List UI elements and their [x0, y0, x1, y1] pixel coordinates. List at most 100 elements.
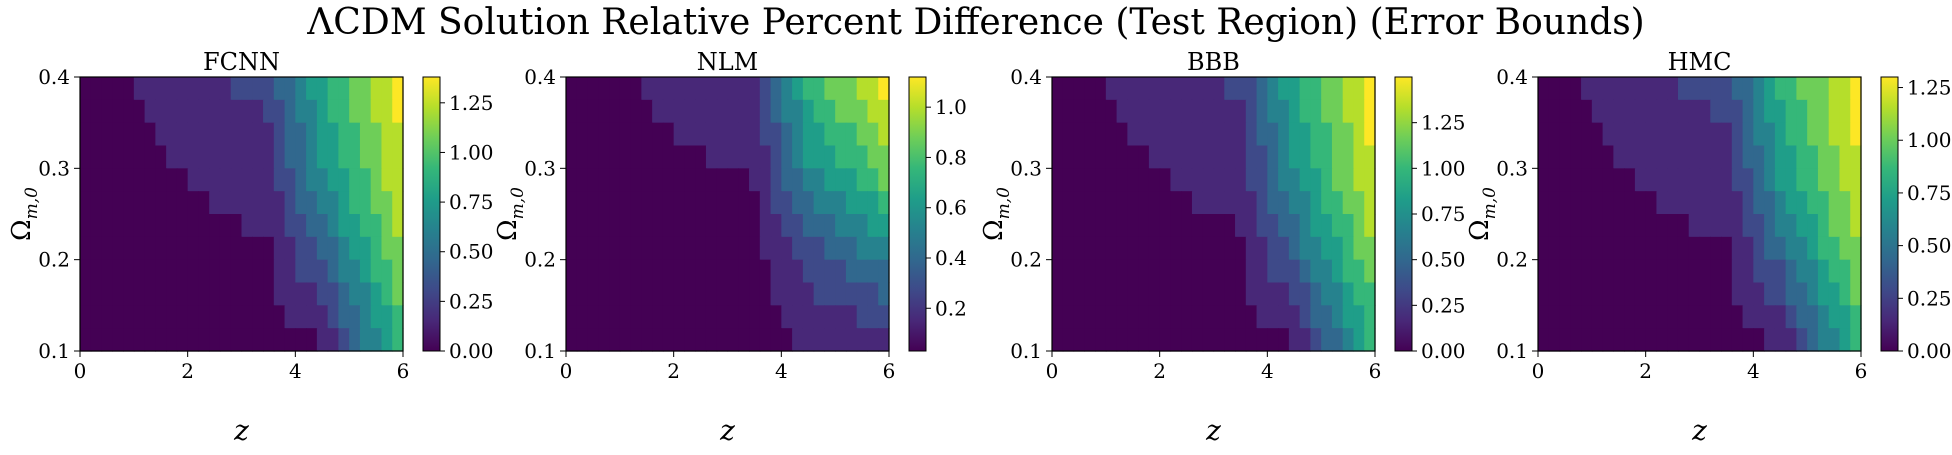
heatmap-cell	[316, 145, 329, 169]
heatmap-cell	[878, 328, 890, 352]
heatmap-cell	[252, 214, 264, 238]
heatmap-cell	[1138, 191, 1150, 215]
heatmap-cell	[1105, 282, 1118, 306]
heatmap-cell	[576, 122, 589, 147]
heatmap-cell	[1677, 305, 1690, 329]
heatmap-cell	[1839, 145, 1851, 169]
heatmap-cell	[1581, 191, 1593, 215]
heatmap-cell	[695, 145, 707, 169]
heatmap-cell	[1095, 145, 1107, 169]
heatmap-cell	[263, 214, 275, 238]
heatmap-cell	[241, 282, 253, 306]
heatmap-cell	[1785, 259, 1797, 284]
heatmap-cell	[1331, 236, 1344, 261]
heatmap-cell	[716, 99, 729, 124]
heatmap-cell	[273, 282, 286, 306]
heatmap-cell	[824, 328, 836, 352]
colorbar-tick-label: 1.0	[935, 95, 967, 119]
heatmap-cell	[738, 145, 750, 169]
heatmap-cell	[1148, 145, 1161, 169]
heatmap-cell	[1170, 122, 1182, 147]
heatmap-cell	[1591, 236, 1604, 261]
heatmap-cell	[349, 99, 361, 124]
heatmap-cell	[1353, 122, 1365, 147]
heatmap-cell	[1839, 282, 1851, 306]
heatmap-cell	[1624, 214, 1636, 238]
heatmap-cell	[845, 77, 858, 101]
heatmap-cell	[144, 77, 156, 101]
heatmap-cell	[878, 122, 890, 147]
heatmap-cell	[759, 145, 772, 169]
heatmap-cell	[662, 191, 675, 215]
heatmap-cell	[1753, 259, 1765, 284]
heatmap-cell	[1613, 236, 1625, 261]
heatmap-cell	[1721, 305, 1733, 329]
heatmap-cell	[1073, 282, 1085, 306]
heatmap-cell	[1191, 168, 1204, 192]
heatmap-cell	[1116, 168, 1128, 192]
heatmap-cell	[349, 214, 361, 238]
heatmap-cell	[1570, 168, 1582, 192]
heatmap-cell	[684, 77, 696, 101]
heatmap-cell	[1645, 328, 1658, 352]
heatmap-cell	[370, 99, 383, 124]
heatmap-cell	[295, 122, 307, 147]
heatmap-cell	[1688, 145, 1701, 169]
heatmap-cell	[1828, 282, 1841, 306]
heatmap-cell	[813, 99, 825, 124]
heatmap-cell	[1538, 168, 1550, 192]
heatmap-cell	[641, 145, 653, 169]
heatmap-cell	[749, 191, 761, 215]
heatmap-cell	[1278, 282, 1290, 306]
heatmap-cell	[1138, 77, 1150, 101]
heatmap-cell	[101, 236, 113, 261]
heatmap-cell	[1191, 236, 1204, 261]
heatmap-cell	[813, 77, 825, 101]
heatmap-cell	[609, 305, 621, 329]
heatmap-cell	[1731, 168, 1744, 192]
heatmap-cell	[1699, 282, 1711, 306]
heatmap-cell	[1677, 236, 1690, 261]
heatmap-cell	[566, 168, 578, 192]
heatmap-cell	[1224, 99, 1236, 124]
heatmap-cell	[166, 282, 178, 306]
heatmap-cell	[749, 259, 761, 284]
heatmap-cell	[662, 122, 675, 147]
heatmap-cell	[338, 282, 350, 306]
heatmap-cell	[1710, 214, 1722, 238]
heatmap-cell	[1817, 236, 1830, 261]
heatmap-cell	[176, 122, 189, 147]
heatmap-cell	[770, 191, 782, 215]
heatmap-cell	[1688, 168, 1701, 192]
heatmap-cell	[1538, 99, 1550, 124]
heatmap-cell	[1095, 99, 1107, 124]
heatmap-cell	[101, 191, 113, 215]
heatmap-cell	[327, 328, 339, 352]
heatmap-cell	[1235, 99, 1247, 124]
heatmap-cell	[198, 99, 210, 124]
heatmap-cell	[1202, 214, 1215, 238]
heatmap-cell	[1774, 77, 1787, 101]
heatmap-cell	[1796, 99, 1808, 124]
heatmap-cell	[1321, 145, 1333, 169]
heatmap-cell	[802, 305, 815, 329]
heatmap-cell	[1267, 191, 1279, 215]
heatmap-cell	[566, 282, 578, 306]
heatmap-cell	[1764, 305, 1776, 329]
heatmap-cell	[1105, 99, 1118, 124]
heatmap-cell	[867, 328, 879, 352]
heatmap-cell	[1127, 168, 1139, 192]
y-tick-label: 0.2	[1496, 248, 1528, 272]
heatmap-cell	[1731, 122, 1744, 147]
heatmap-cell	[619, 259, 632, 284]
heatmap-cell	[1213, 214, 1225, 238]
heatmap-cell	[845, 122, 858, 147]
heatmap-cell	[392, 99, 404, 124]
heatmap-cell	[1353, 282, 1365, 306]
heatmap-cell	[716, 328, 729, 352]
heatmap-cell	[155, 328, 167, 352]
heatmap-cell	[1742, 168, 1754, 192]
heatmap-cell	[295, 168, 307, 192]
heatmap-cell	[1731, 77, 1744, 101]
heatmap-cell	[1202, 282, 1215, 306]
